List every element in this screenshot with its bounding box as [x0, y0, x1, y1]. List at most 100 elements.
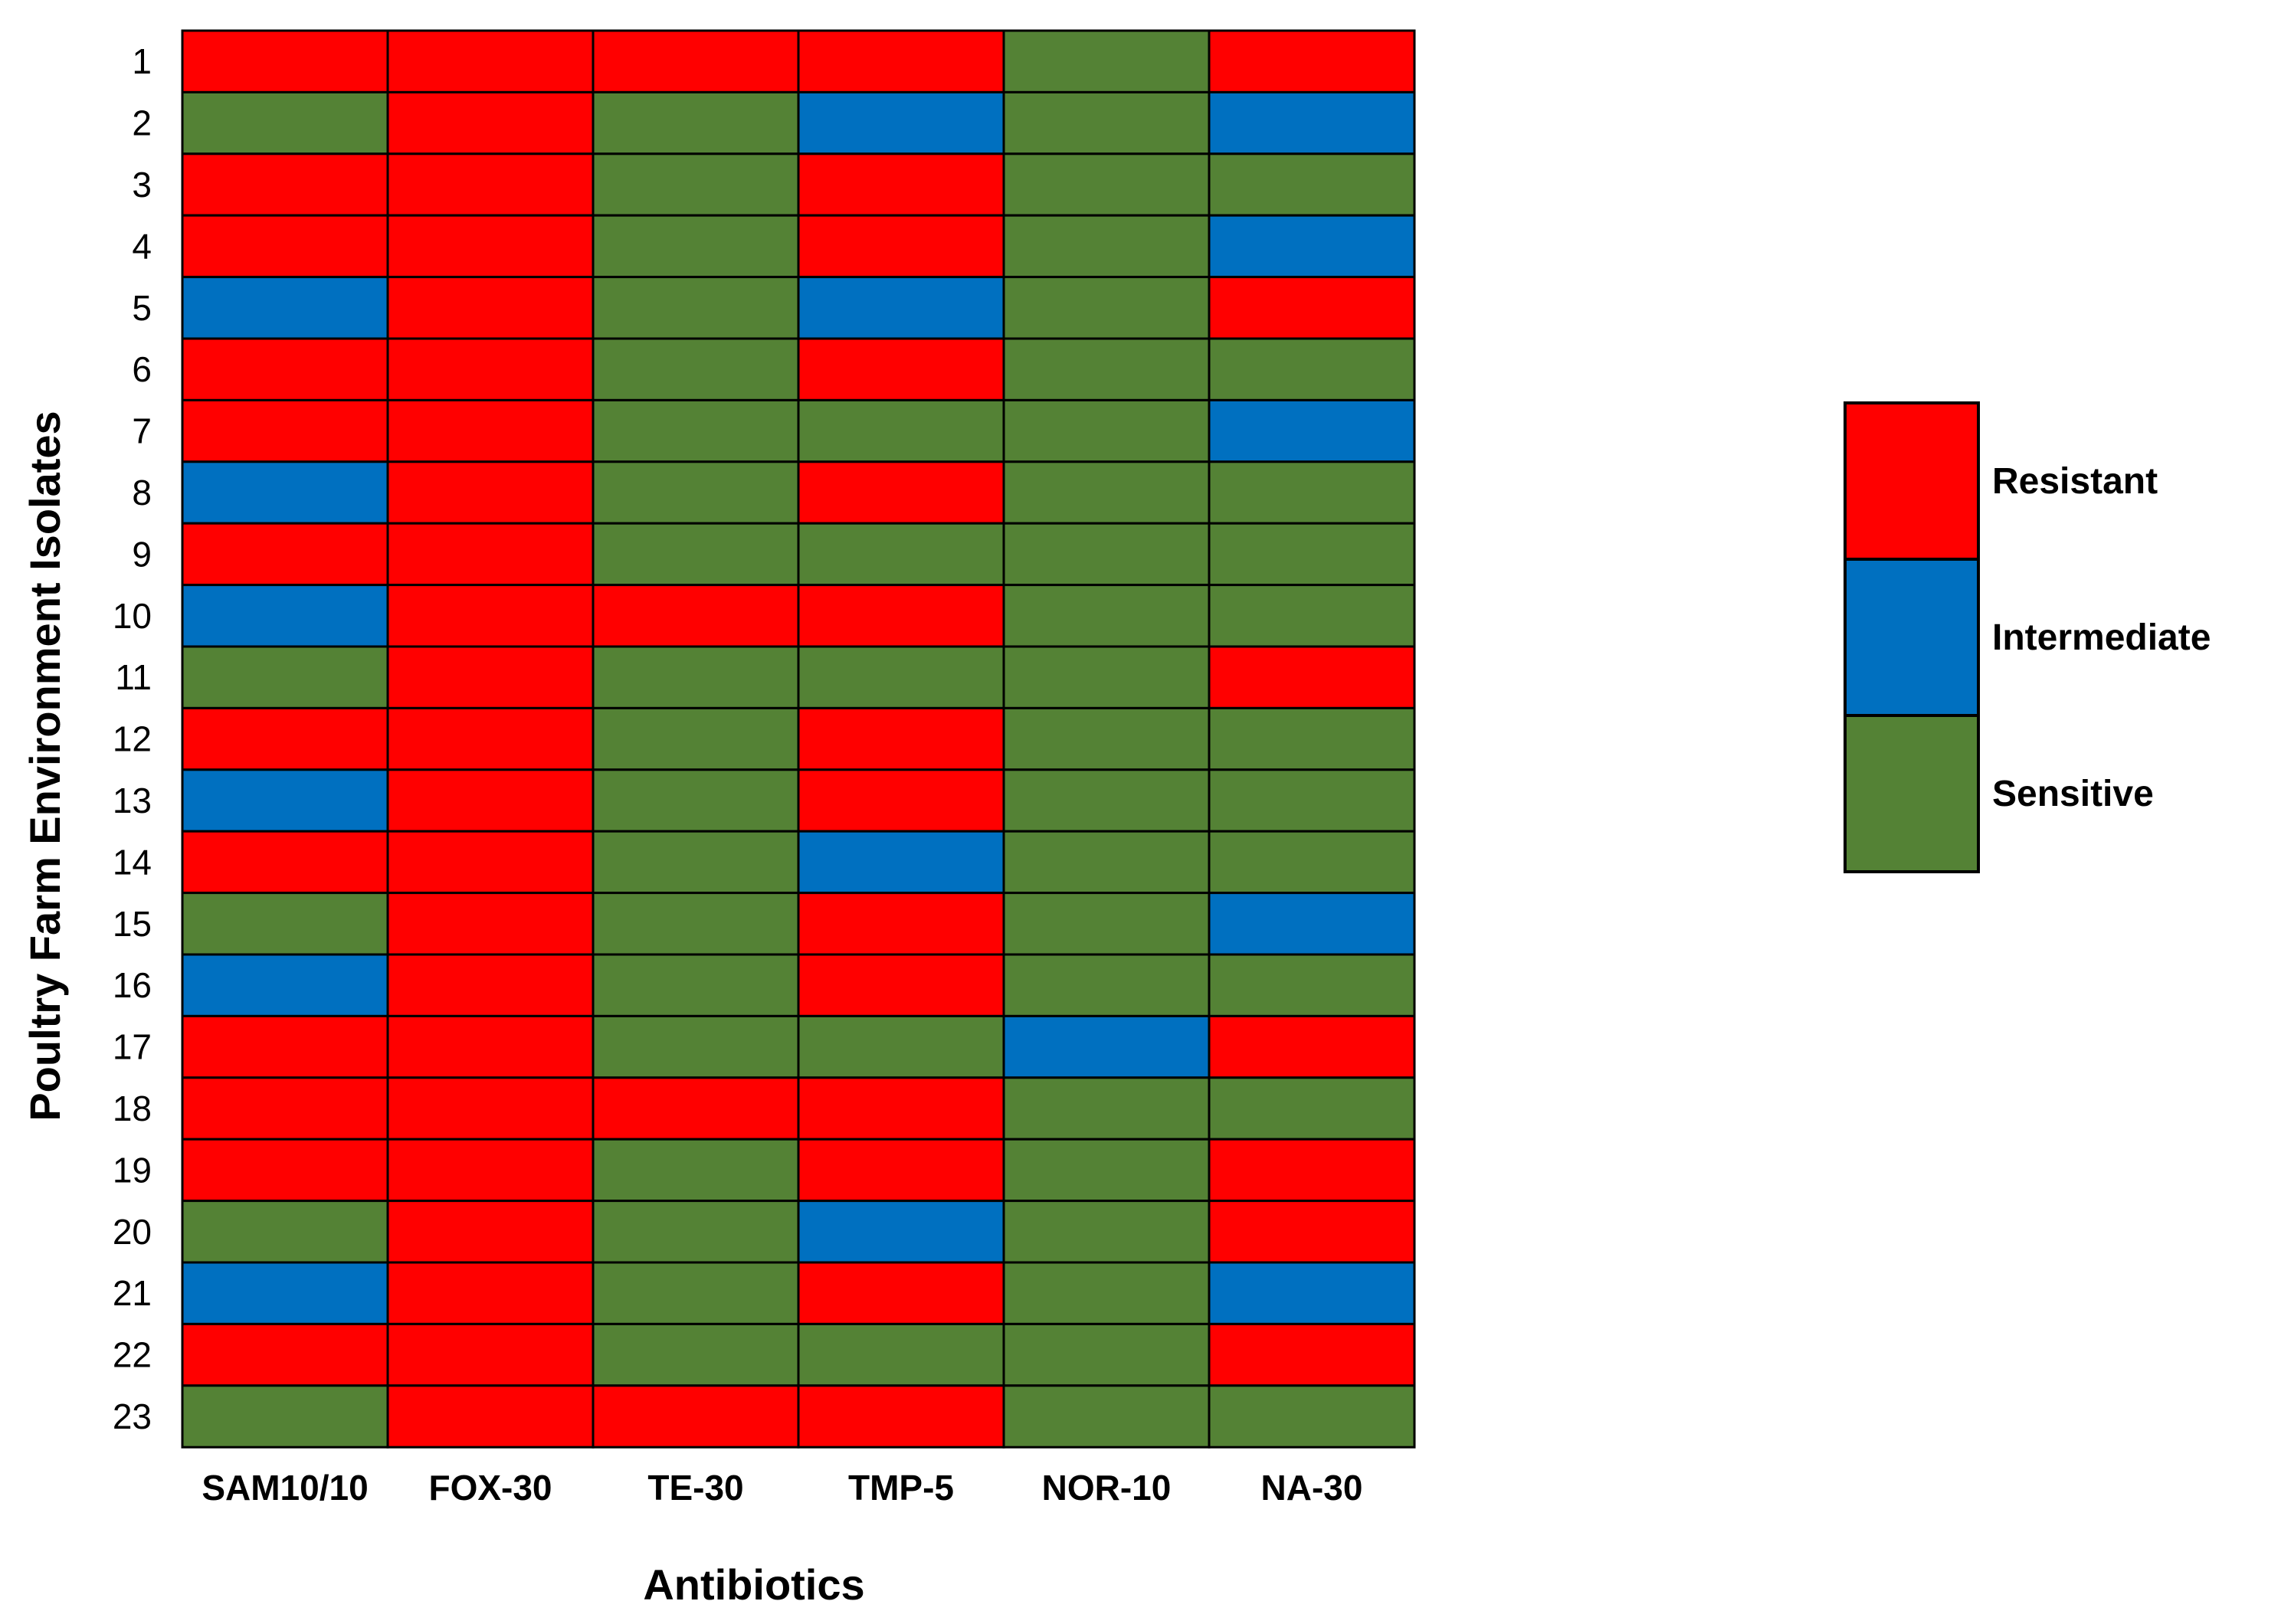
cell-r14-te-30: [592, 830, 800, 895]
legend-swatch-sensitive: [1844, 714, 1980, 873]
cell-r12-nor-10: [1002, 706, 1211, 771]
cell-r2-fox-30: [386, 90, 595, 156]
cell-r6-sam10-10: [181, 337, 389, 401]
cell-r15-na-30: [1208, 892, 1416, 956]
cell-r16-tmp-5: [797, 953, 1005, 1017]
cell-r21-na-30: [1208, 1261, 1416, 1325]
cell-r22-nor-10: [1002, 1322, 1211, 1387]
cell-r18-fox-30: [386, 1076, 595, 1141]
cell-r19-na-30: [1208, 1138, 1416, 1203]
cell-r18-te-30: [592, 1076, 800, 1141]
cell-r7-tmp-5: [797, 398, 1005, 463]
cell-r12-fox-30: [386, 706, 595, 771]
cell-r10-na-30: [1208, 584, 1416, 648]
cell-r23-nor-10: [1002, 1384, 1211, 1449]
cell-r22-sam10-10: [181, 1322, 389, 1387]
legend-swatch-resistant: [1844, 401, 1980, 561]
cell-r13-te-30: [592, 768, 800, 833]
cell-r10-tmp-5: [797, 584, 1005, 648]
cell-r21-tmp-5: [797, 1261, 1005, 1325]
cell-r21-nor-10: [1002, 1261, 1211, 1325]
cell-r23-fox-30: [386, 1384, 595, 1449]
cell-r17-tmp-5: [797, 1014, 1005, 1079]
cell-r19-tmp-5: [797, 1138, 1005, 1203]
cell-r10-te-30: [592, 584, 800, 648]
legend: Resistant Intermediate Sensitive: [1844, 401, 2211, 873]
cell-r6-tmp-5: [797, 337, 1005, 401]
cell-r22-tmp-5: [797, 1322, 1005, 1387]
cell-r10-fox-30: [386, 584, 595, 648]
cell-r23-te-30: [592, 1384, 800, 1449]
cell-r11-fox-30: [386, 645, 595, 709]
cell-r23-tmp-5: [797, 1384, 1005, 1449]
cell-r16-na-30: [1208, 953, 1416, 1017]
cell-r2-nor-10: [1002, 90, 1211, 156]
cell-r5-fox-30: [386, 276, 595, 340]
cell-r15-sam10-10: [181, 892, 389, 956]
cell-r8-tmp-5: [797, 460, 1005, 525]
row-tick-label: 10: [113, 596, 152, 636]
cell-r4-nor-10: [1002, 214, 1211, 279]
row-tick-label: 17: [113, 1027, 152, 1067]
cell-r4-na-30: [1208, 214, 1416, 279]
cell-r15-tmp-5: [797, 892, 1005, 956]
cell-r1-sam10-10: [181, 29, 389, 93]
cell-r4-sam10-10: [181, 214, 389, 279]
row-tick-label: 8: [132, 473, 152, 512]
cell-r3-nor-10: [1002, 152, 1211, 217]
cell-r3-fox-30: [386, 152, 595, 217]
cell-r16-fox-30: [386, 953, 595, 1017]
cell-r15-te-30: [592, 892, 800, 956]
cell-r12-tmp-5: [797, 706, 1005, 771]
cell-r1-na-30: [1208, 29, 1416, 93]
row-tick-label: 1: [132, 41, 152, 81]
cell-r15-nor-10: [1002, 892, 1211, 956]
cell-r11-sam10-10: [181, 645, 389, 709]
cell-r1-tmp-5: [797, 29, 1005, 93]
row-tick-label: 19: [113, 1150, 152, 1190]
heatmap-cells: [181, 29, 1416, 1449]
cell-r2-sam10-10: [181, 90, 389, 156]
cell-r13-na-30: [1208, 768, 1416, 833]
cell-r13-nor-10: [1002, 768, 1211, 833]
cell-r1-nor-10: [1002, 29, 1211, 93]
cell-r18-sam10-10: [181, 1076, 389, 1141]
row-tick-label: 15: [113, 904, 152, 944]
cell-r14-nor-10: [1002, 830, 1211, 895]
cell-r7-nor-10: [1002, 398, 1211, 463]
cell-r13-fox-30: [386, 768, 595, 833]
cell-r2-na-30: [1208, 90, 1416, 156]
row-tick-label: 21: [113, 1273, 152, 1313]
cell-r13-sam10-10: [181, 768, 389, 833]
row-tick-label: 9: [132, 534, 152, 574]
cell-r22-te-30: [592, 1322, 800, 1387]
cell-r9-te-30: [592, 522, 800, 587]
cell-r5-tmp-5: [797, 276, 1005, 340]
cell-r5-te-30: [592, 276, 800, 340]
cell-r8-sam10-10: [181, 460, 389, 525]
column-tick-label: TMP-5: [848, 1468, 954, 1508]
cell-r9-nor-10: [1002, 522, 1211, 587]
row-tick-label: 6: [132, 349, 152, 389]
cell-r4-tmp-5: [797, 214, 1005, 279]
column-tick-label: NOR-10: [1042, 1468, 1172, 1508]
cell-r4-te-30: [592, 214, 800, 279]
cell-r20-tmp-5: [797, 1200, 1005, 1264]
cell-r10-sam10-10: [181, 584, 389, 648]
cell-r19-te-30: [592, 1138, 800, 1203]
cell-r11-nor-10: [1002, 645, 1211, 709]
cell-r14-fox-30: [386, 830, 595, 895]
cell-r17-nor-10: [1002, 1014, 1211, 1079]
cell-r20-te-30: [592, 1200, 800, 1264]
cell-r20-sam10-10: [181, 1200, 389, 1264]
row-tick-label: 13: [113, 781, 152, 820]
cell-r6-na-30: [1208, 337, 1416, 401]
cell-r1-te-30: [592, 29, 800, 93]
cell-r23-sam10-10: [181, 1384, 389, 1449]
cell-r17-te-30: [592, 1014, 800, 1079]
cell-r3-tmp-5: [797, 152, 1005, 217]
y-axis-label: Poultry Farm Environment Isolates: [21, 411, 69, 1121]
legend-label-intermediate: Intermediate: [1992, 617, 2211, 658]
cell-r7-sam10-10: [181, 398, 389, 463]
cell-r2-te-30: [592, 90, 800, 156]
